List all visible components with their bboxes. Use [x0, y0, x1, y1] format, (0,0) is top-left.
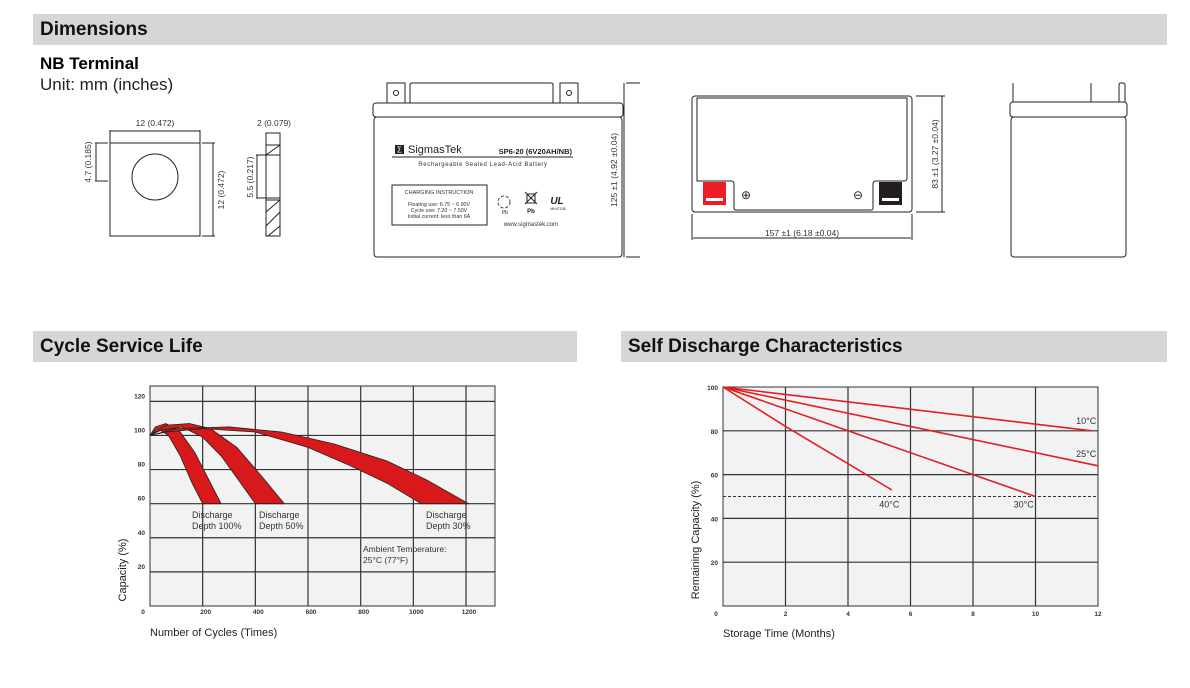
top-depth-dim: 83 ±1 (3.27 ±0.04)	[930, 119, 940, 189]
terminal-hole	[131, 153, 179, 201]
series-label: 30°C	[1014, 499, 1035, 509]
y-tick-label: 60	[138, 496, 146, 503]
x-tick-label: 200	[200, 609, 211, 616]
terminal-drawing	[95, 130, 281, 237]
y-axis-label: Remaining Capacity (%)	[690, 481, 702, 600]
battery-model: SP6-20 (6V20AH/NB)	[499, 147, 573, 156]
negative-icon: ⊖	[853, 188, 863, 202]
series-label: Depth 100%	[192, 521, 242, 531]
discharge-band	[149, 423, 222, 505]
battery-side-view	[1009, 82, 1128, 258]
x-tick-label: 800	[358, 609, 369, 616]
recycle-icon	[497, 195, 511, 209]
series-label: Discharge	[259, 510, 300, 520]
website: www.sigmastek.com	[503, 222, 558, 228]
cycle-life-chart: 0 200 400 600 800 1000 1200 20 40 60 80 100 120 Disch…	[117, 385, 496, 639]
battery-front-view	[372, 82, 640, 258]
ul-mark-icon: UL	[550, 196, 563, 207]
y-tick-label: 40	[711, 516, 719, 523]
x-tick-label: 1000	[409, 609, 424, 616]
discharge-band	[149, 426, 471, 505]
front-height-dim: 125 ±1 (4.92 ±0.04)	[609, 133, 619, 207]
dimension-drawings: 12 (0.472) 4.7 (0.185) 12 (0.472) 2 (0.0…	[83, 82, 1128, 258]
x-tick-label: 12	[1094, 611, 1102, 618]
y-tick-label: 120	[134, 393, 145, 400]
battery-top-view	[691, 95, 945, 240]
brand-name: SigmasTek	[408, 144, 462, 156]
self-discharge-header: Self Discharge Characteristics	[621, 331, 1167, 362]
positive-terminal	[703, 182, 726, 205]
y-tick-label: 100	[134, 427, 145, 434]
bin-pb-label: Pb	[527, 209, 535, 215]
annotation: Ambient Temperature:	[363, 544, 446, 554]
y-tick-label: 20	[138, 564, 146, 571]
x-tick-label: 400	[253, 609, 264, 616]
recycle-pb-label: Pb	[502, 210, 508, 216]
series-line	[722, 386, 893, 491]
y-tick-label: 100	[707, 385, 718, 392]
series-label: 10°C	[1076, 416, 1097, 426]
x-tick-label: 10	[1032, 611, 1040, 618]
series-label: Discharge	[426, 510, 467, 520]
annotation: 25°C (77°F)	[363, 555, 408, 565]
negative-terminal	[879, 182, 902, 205]
terminal-width-dim: 12 (0.472)	[136, 118, 175, 128]
cycle-life-header: Cycle Service Life	[33, 331, 577, 362]
series-label: Depth 30%	[426, 521, 471, 531]
y-tick-label: 80	[711, 429, 719, 436]
y-tick-label: 20	[711, 560, 719, 567]
charging-line: Cycle use: 7.20 ~ 7.50V	[411, 208, 468, 214]
crossed-bin-icon	[524, 191, 538, 205]
terminal-hole-dim: 4.7 (0.185)	[83, 141, 93, 182]
series-line	[722, 386, 1099, 467]
unit-label: Unit: mm (inches)	[40, 75, 174, 94]
x-tick-label: 600	[306, 609, 317, 616]
svg-text:Σ: Σ	[397, 146, 402, 155]
brand-logo-icon	[395, 145, 404, 154]
y-tick-label: 40	[138, 530, 146, 537]
x-axis-label: Storage Time (Months)	[723, 628, 835, 640]
positive-icon: ⊕	[741, 188, 751, 202]
top-width-dim: 157 ±1 (6.18 ±0.04)	[765, 228, 839, 238]
x-tick-label: 2	[784, 611, 788, 618]
ul-code: MH47108	[550, 207, 565, 211]
x-tick-label: 6	[909, 611, 913, 618]
series-label: 25°C	[1076, 449, 1097, 459]
terminal-height-dim: 12 (0.472)	[216, 170, 226, 209]
x-tick-label: 1200	[462, 609, 477, 616]
self-discharge-chart: 0 2 4 6 8 10 12 20 40 60 80 100 10°C 25°C 30°C 40°C Stor…	[690, 385, 1102, 640]
series-label: Depth 50%	[259, 521, 304, 531]
series-line	[722, 386, 1092, 432]
terminal-thickness-dim: 2 (0.079)	[257, 118, 291, 128]
y-axis-label: Capacity (%)	[117, 539, 129, 602]
x-tick-label: 0	[141, 609, 145, 616]
series-label: Discharge	[192, 510, 233, 520]
y-tick-label: 60	[711, 473, 719, 480]
y-tick-label: 80	[138, 462, 146, 469]
series-label: 40°C	[879, 499, 900, 509]
terminal-slot-dim: 5.5 (0.217)	[245, 156, 255, 197]
terminal-title: NB Terminal	[40, 54, 139, 73]
terminal-plate	[109, 142, 201, 237]
charging-line: Floating use: 6.75 ~ 6.90V	[408, 202, 470, 208]
battery-subtitle: Rechargeable Sealed Lead-Acid Battery	[418, 162, 547, 168]
dimensions-header: Dimensions	[33, 14, 1167, 45]
x-axis-label: Number of Cycles (Times)	[150, 627, 277, 639]
x-tick-label: 8	[971, 611, 975, 618]
charging-line: Initial current: less than 6A	[408, 214, 471, 220]
series-line	[722, 386, 1036, 498]
x-tick-label: 0	[714, 611, 718, 618]
terminal-side	[265, 132, 281, 237]
charging-title: CHARGING INSTRUCTION	[405, 190, 474, 196]
x-tick-label: 4	[846, 611, 850, 618]
